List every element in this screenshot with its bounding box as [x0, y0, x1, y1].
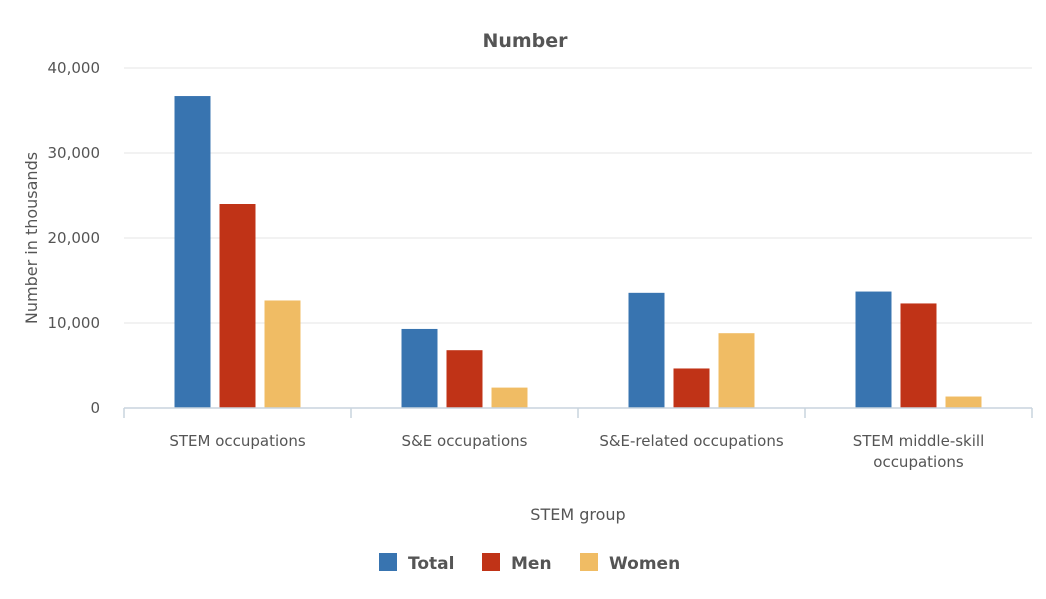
bar-total-3: [855, 291, 892, 408]
legend-label-total: Total: [408, 554, 454, 574]
gridlines: [124, 67, 1032, 324]
x-tick-label: S&E-related occupations: [599, 432, 784, 450]
chart-title: Number: [482, 30, 568, 52]
legend: Total Men Women: [379, 553, 680, 574]
y-tick-label: 10,000: [48, 314, 101, 332]
y-tick-label: 0: [90, 399, 100, 417]
bar-men-3: [900, 303, 937, 408]
x-tick-label: S&E occupations: [402, 432, 528, 450]
legend-swatch-total: [379, 553, 397, 571]
bar-women-2: [718, 333, 755, 408]
bar-total-0: [174, 96, 211, 409]
legend-label-men: Men: [511, 554, 552, 574]
legend-swatch-women: [580, 553, 598, 571]
y-tick-label: 40,000: [48, 59, 101, 77]
bar-total-2: [628, 292, 665, 408]
bar-women-0: [264, 300, 301, 408]
legend-swatch-men: [482, 553, 500, 571]
y-axis-label: Number in thousands: [22, 152, 41, 324]
legend-label-women: Women: [609, 554, 680, 574]
y-axis-ticks: 0 10,000 20,000 30,000 40,000: [48, 59, 101, 417]
x-axis-label: STEM group: [530, 505, 625, 524]
bars: [174, 96, 982, 409]
x-axis: [123, 407, 1033, 418]
x-axis-ticks: STEM occupations S&E occupations S&E-relat…: [169, 432, 984, 471]
y-tick-label: 20,000: [48, 229, 101, 247]
x-tick-label: STEM occupations: [169, 432, 305, 450]
bar-men-2: [673, 368, 710, 408]
bar-women-3: [945, 396, 982, 408]
x-tick-label: STEM middle-skill: [853, 432, 985, 450]
bar-men-1: [446, 350, 483, 408]
bar-men-0: [219, 204, 256, 408]
bar-total-1: [401, 328, 438, 408]
y-tick-label: 30,000: [48, 144, 101, 162]
x-tick-label: occupations: [873, 453, 964, 471]
bar-women-1: [491, 387, 528, 408]
